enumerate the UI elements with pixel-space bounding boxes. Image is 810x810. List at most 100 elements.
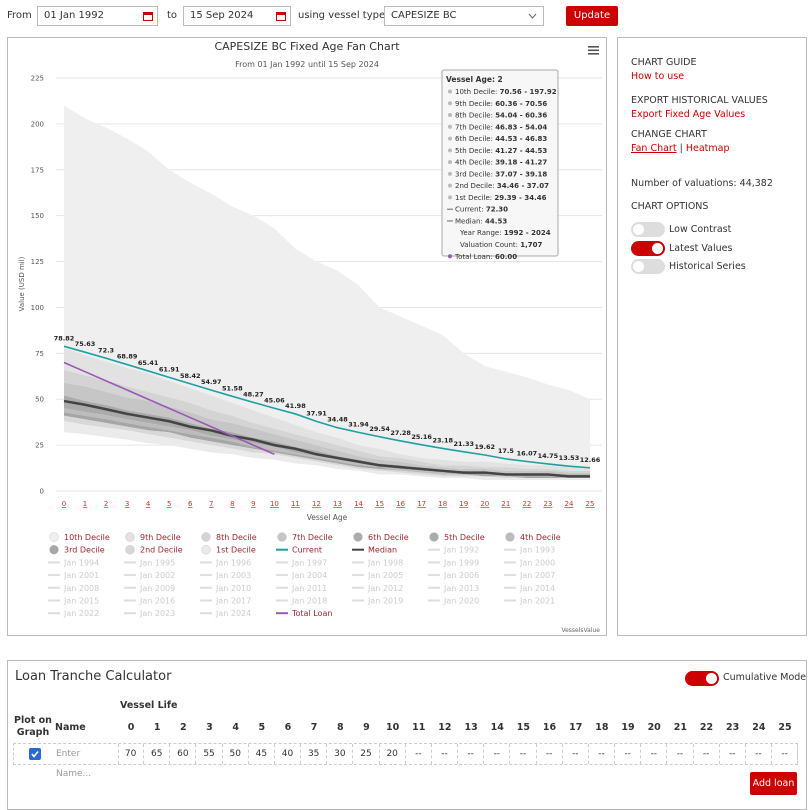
- toggle[interactable]: [631, 240, 665, 256]
- loan-cell[interactable]: --: [589, 744, 616, 764]
- legend-item[interactable]: Jan 2005: [352, 571, 403, 580]
- legend-item[interactable]: Jan 2009: [124, 584, 175, 593]
- loan-cell[interactable]: --: [694, 744, 720, 764]
- column-header: 11: [412, 722, 426, 733]
- loan-cell[interactable]: 70: [118, 744, 145, 764]
- legend-item[interactable]: Jan 2016: [124, 597, 175, 606]
- legend-item[interactable]: Jan 1997: [276, 558, 327, 567]
- legend-item[interactable]: Jan 2015: [48, 597, 99, 606]
- legend-item[interactable]: 8th Decile: [201, 532, 257, 543]
- legend-item[interactable]: 9th Decile: [125, 532, 181, 543]
- legend-label: 7th Decile: [292, 533, 333, 542]
- loan-cell[interactable]: 45: [249, 744, 275, 764]
- add-loan-button[interactable]: Add loan: [750, 772, 797, 795]
- legend-item[interactable]: Jan 2007: [504, 571, 555, 580]
- legend-item[interactable]: Jan 2004: [276, 571, 327, 580]
- plot-checkbox[interactable]: [29, 748, 41, 760]
- legend-item[interactable]: 10th Decile: [49, 532, 110, 543]
- legend-item[interactable]: Jan 1999: [428, 558, 479, 567]
- column-header: 17: [569, 722, 583, 733]
- legend-item[interactable]: Jan 1993: [504, 546, 555, 555]
- toggle[interactable]: [631, 222, 665, 237]
- loan-cell[interactable]: --: [746, 744, 772, 764]
- tooltip-label: 4th Decile:: [455, 159, 495, 167]
- loan-cell[interactable]: --: [406, 744, 432, 764]
- legend-item[interactable]: 6th Decile: [353, 532, 409, 543]
- legend-item[interactable]: 1st Decile: [201, 544, 256, 555]
- legend-item[interactable]: Jan 2022: [48, 609, 99, 618]
- legend-item[interactable]: Jan 2006: [428, 571, 479, 580]
- loan-cell[interactable]: 25: [353, 744, 380, 764]
- legend-item[interactable]: Jan 2008: [48, 584, 99, 593]
- loan-cell[interactable]: --: [615, 744, 642, 764]
- legend-label: Jan 1999: [443, 558, 479, 567]
- data-label: 78.82: [54, 334, 75, 342]
- update-button[interactable]: Update: [566, 6, 618, 26]
- to-date[interactable]: 15 Sep 2024: [183, 6, 291, 26]
- legend-item[interactable]: Jan 2013: [428, 584, 479, 593]
- legend-item[interactable]: 5th Decile: [429, 532, 485, 543]
- legend-item[interactable]: Jan 2000: [504, 558, 555, 567]
- x-axis-label: Vessel Age: [307, 513, 348, 522]
- y-tick-label: 25: [35, 442, 44, 450]
- name-input[interactable]: Enter Name...: [53, 744, 119, 779]
- menu-icon[interactable]: [588, 46, 599, 55]
- x-tick-label: 25: [586, 500, 595, 508]
- legend-label: Jan 2015: [63, 597, 99, 606]
- legend-item[interactable]: Jan 2024: [200, 609, 251, 618]
- legend-item[interactable]: Jan 1996: [200, 558, 251, 567]
- loan-cell[interactable]: --: [510, 744, 537, 764]
- loan-cell[interactable]: --: [641, 744, 668, 764]
- legend-item[interactable]: Jan 2023: [124, 609, 175, 618]
- legend-item[interactable]: 3rd Decile: [49, 544, 105, 555]
- legend-item[interactable]: 2nd Decile: [125, 544, 183, 555]
- legend-item[interactable]: Jan 2014: [504, 584, 555, 593]
- legend-item[interactable]: Jan 2017: [200, 597, 251, 606]
- loan-cell[interactable]: 20: [380, 744, 406, 764]
- loan-cell[interactable]: --: [563, 744, 589, 764]
- legend-item[interactable]: Median: [352, 546, 397, 555]
- loan-cell[interactable]: --: [720, 744, 746, 764]
- vessel-select[interactable]: CAPESIZE BC: [384, 6, 544, 26]
- legend-item[interactable]: Jan 2011: [276, 584, 327, 593]
- loan-cell[interactable]: --: [667, 744, 694, 764]
- legend-item[interactable]: Jan 1992: [428, 546, 479, 555]
- loan-cell[interactable]: --: [772, 744, 799, 764]
- loan-cell[interactable]: --: [458, 744, 485, 764]
- loan-cell[interactable]: 30: [327, 744, 354, 764]
- tooltip-label: 3rd Decile:: [455, 170, 495, 178]
- loan-cell[interactable]: 35: [301, 744, 328, 764]
- legend-item[interactable]: Jan 2002: [124, 571, 175, 580]
- legend-item[interactable]: Jan 2012: [352, 584, 403, 593]
- column-header: 22: [699, 722, 714, 733]
- legend-item[interactable]: Jan 1998: [352, 558, 403, 567]
- loan-cell[interactable]: 50: [223, 744, 249, 764]
- loan-cell[interactable]: 65: [144, 744, 171, 764]
- legend-item[interactable]: 4th Decile: [505, 532, 561, 543]
- from-date[interactable]: 01 Jan 1992: [37, 6, 158, 26]
- toggle[interactable]: [631, 259, 665, 274]
- loan-cell[interactable]: 60: [170, 744, 197, 764]
- legend-item[interactable]: Jan 2010: [200, 584, 251, 593]
- legend-item[interactable]: Jan 2018: [276, 597, 327, 606]
- loan-cell[interactable]: 40: [275, 744, 302, 764]
- legend-item[interactable]: Current: [276, 546, 322, 555]
- cumulative-toggle[interactable]: [685, 671, 719, 686]
- legend-item[interactable]: Jan 2001: [48, 571, 99, 580]
- legend-item[interactable]: Jan 1994: [48, 558, 99, 567]
- guide-link[interactable]: How to use: [631, 71, 685, 82]
- legend-item[interactable]: Jan 2019: [352, 597, 403, 606]
- loan-cell[interactable]: 55: [196, 744, 223, 764]
- export-link[interactable]: Export Fixed Age Values: [631, 109, 746, 120]
- loan-cell[interactable]: --: [432, 744, 459, 764]
- loan-cell[interactable]: --: [484, 744, 511, 764]
- fan-link[interactable]: Fan Chart: [631, 143, 677, 154]
- legend-item[interactable]: Jan 2020: [428, 597, 479, 606]
- heatmap-link[interactable]: Heatmap: [685, 143, 730, 154]
- legend-item[interactable]: Jan 1995: [124, 558, 175, 567]
- legend-item[interactable]: Jan 2021: [504, 597, 555, 606]
- loan-cell[interactable]: --: [537, 744, 563, 764]
- legend-item[interactable]: Jan 2003: [200, 571, 251, 580]
- legend-item[interactable]: 7th Decile: [277, 532, 333, 543]
- legend-item[interactable]: Total Loan: [276, 609, 332, 618]
